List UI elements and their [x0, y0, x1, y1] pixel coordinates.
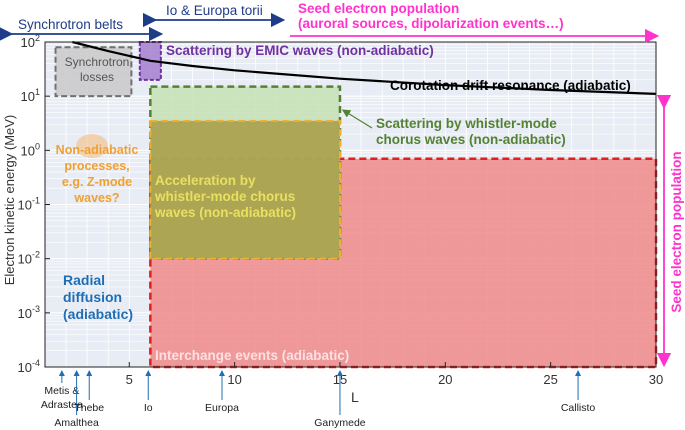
y-tick-label: 10-2 [18, 250, 40, 267]
corotation-curve [72, 40, 657, 95]
radial-diffusion-line-2: diffusion [63, 289, 122, 305]
x-tick-label: 5 [126, 372, 133, 387]
x-tick-label: 30 [649, 372, 663, 387]
whistler-scattering-pointer [341, 109, 373, 129]
radial-diffusion-line-3: (adiabatic) [63, 306, 133, 322]
y-tick-label: 10-4 [18, 358, 40, 375]
corotation-label: Corotation drift resonance (adiabatic) [390, 78, 631, 93]
moon-label: Io [144, 402, 153, 414]
acceleration-label-2: whistler-mode chorus [154, 189, 295, 204]
moon-markers: Metis & Adrastea Amalthea Thebe Io Europa Gany… [41, 370, 596, 429]
y-tick-label: 101 [21, 87, 40, 104]
y-tick-label: 10-1 [18, 196, 40, 213]
whistler-scattering-label-2: chorus waves (non-adiabatic) [376, 132, 566, 147]
interchange-label: Interchange events (adiabatic) [155, 348, 349, 363]
radial-diffusion-line-1: Radial [63, 272, 105, 288]
moon-label: Ganymede [314, 417, 366, 429]
moon-label: Amalthea [54, 417, 99, 429]
emic-label: Scattering by EMIC waves (non-adiabatic) [166, 43, 434, 58]
acceleration-label-3: waves (non-adiabatic) [154, 205, 296, 220]
seed-population-subtitle: (auroral sources, dipolarization events…… [298, 16, 564, 31]
moon-label: Metis & [44, 385, 79, 397]
moon-label: Thebe [74, 402, 104, 414]
synchrotron-belts-label: Synchrotron belts [18, 17, 123, 32]
y-tick-label: 102 [21, 33, 40, 50]
synchrotron-losses-label-1: Synchrotron [65, 55, 130, 69]
whistler-acceleration-region [149, 119, 341, 260]
seed-population-side-label: Seed electron population [669, 151, 684, 312]
z-mode-blob [76, 134, 108, 158]
non-adiabatic-line-1: Non-adiabatic [56, 143, 139, 157]
moon-label: Callisto [561, 402, 596, 414]
y-axis-label: Electron kinetic energy (MeV) [2, 115, 17, 286]
acceleration-label-1: Acceleration by [155, 173, 256, 188]
x-axis-label: L [351, 389, 359, 405]
y-tick-labels: 10-4 10-3 10-2 10-1 100 101 102 [18, 33, 50, 375]
synchrotron-losses-label-2: losses [80, 70, 114, 84]
y-tick-label: 10-3 [18, 304, 40, 321]
y-tick-label: 100 [21, 141, 40, 158]
moon-label: Adrastea [41, 399, 83, 411]
whistler-scattering-label-1: Scattering by whistler-mode [376, 116, 557, 131]
seed-population-title: Seed electron population [298, 1, 459, 16]
io-europa-label: Io & Europa torii [166, 3, 263, 18]
x-tick-label: 25 [543, 372, 557, 387]
regions-layer [54, 41, 658, 369]
moon-label: Europa [205, 402, 239, 414]
non-adiabatic-line-4: waves? [73, 191, 119, 205]
non-adiabatic-line-3: e.g. Z-mode [62, 175, 132, 189]
non-adiabatic-line-2: processes, [64, 159, 129, 173]
x-tick-label: 10 [227, 372, 241, 387]
x-tick-label: 20 [438, 372, 452, 387]
